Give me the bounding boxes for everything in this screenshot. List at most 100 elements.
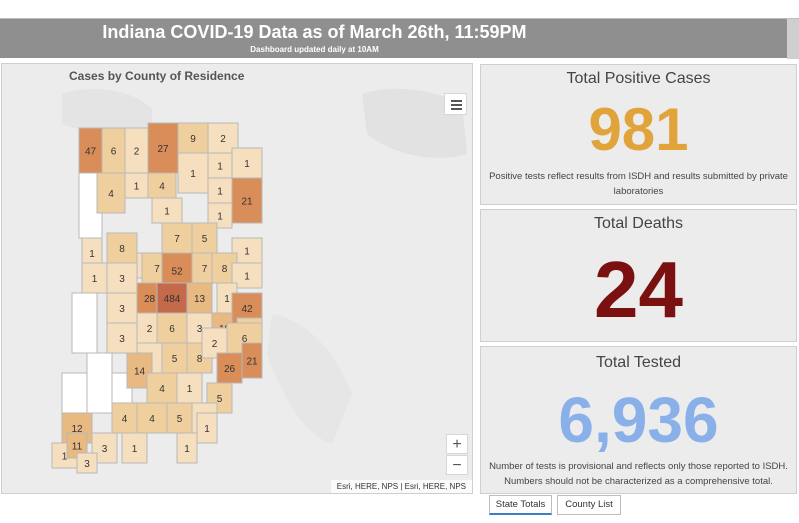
county-shape[interactable]	[147, 172, 177, 199]
county-case-count: 5	[177, 414, 183, 425]
county-case-count: 1	[134, 182, 140, 193]
county-case-count: 4	[122, 414, 128, 425]
county-case-count: 3	[119, 274, 125, 285]
county-case-count: 7	[174, 234, 180, 245]
county-case-count: 1	[224, 294, 230, 305]
county-shape[interactable]	[156, 312, 188, 344]
county-grid[interactable]: 4762279211411141211111827511375278128484…	[51, 122, 263, 474]
tab-state-totals[interactable]: State Totals	[489, 495, 552, 515]
county-shape[interactable]	[161, 222, 193, 254]
list-icon-line	[451, 108, 462, 110]
county-shape-no-data[interactable]	[86, 352, 113, 414]
county-case-count: 13	[194, 294, 206, 305]
county-case-count: 3	[84, 459, 90, 470]
county-case-count: 4	[159, 182, 165, 193]
county-case-count: 52	[171, 267, 183, 278]
list-icon	[451, 100, 462, 102]
map-title: Cases by County of Residence	[69, 69, 245, 83]
lake-michigan-shape	[62, 89, 152, 139]
county-shape[interactable]	[207, 122, 239, 154]
county-case-count: 9	[190, 134, 196, 145]
county-shape[interactable]	[136, 402, 168, 434]
county-shape[interactable]	[81, 262, 108, 294]
deaths-title: Total Deaths	[594, 215, 683, 232]
ohio-river-shape	[267, 314, 352, 444]
county-case-count: 2	[147, 324, 153, 335]
county-shape[interactable]	[176, 372, 203, 404]
indiana-county-map[interactable]: 4762279211411141211111827511375278128484…	[2, 64, 473, 494]
county-shape[interactable]	[151, 197, 183, 224]
county-shape[interactable]	[176, 432, 198, 464]
tested-note: Number of tests is provisional and refle…	[489, 461, 788, 487]
positive-value: 981	[588, 96, 689, 163]
county-case-count: 5	[172, 354, 178, 365]
county-case-count: 1	[217, 162, 223, 173]
county-shape[interactable]	[241, 342, 263, 379]
legend-toggle-button[interactable]	[444, 93, 467, 115]
county-shape-no-data[interactable]	[61, 372, 88, 414]
county-case-count: 1	[89, 249, 95, 260]
list-icon-line	[451, 104, 462, 106]
county-map-panel[interactable]: 4762279211411141211111827511375278128484…	[1, 63, 473, 494]
county-case-count: 1	[217, 212, 223, 223]
lake-erie-shape	[362, 88, 467, 158]
header-scroll-strip	[787, 19, 799, 59]
county-shape[interactable]	[216, 352, 243, 384]
positive-title: Total Positive Cases	[566, 70, 711, 87]
county-shape[interactable]	[196, 412, 218, 444]
county-shape[interactable]	[111, 402, 138, 434]
tested-title: Total Tested	[595, 354, 682, 371]
county-case-count: 14	[134, 367, 146, 378]
county-case-count: 8	[197, 354, 203, 365]
county-case-count: 484	[164, 294, 181, 305]
county-shape[interactable]	[96, 172, 126, 214]
county-shape[interactable]	[106, 232, 138, 264]
county-shape[interactable]	[231, 177, 263, 224]
county-case-count: 8	[222, 264, 228, 275]
county-case-count: 3	[197, 324, 203, 335]
county-shape[interactable]	[121, 432, 148, 464]
dashboard-subtitle: Dashboard updated daily at 10AM	[250, 45, 379, 54]
county-shape[interactable]	[106, 322, 138, 354]
county-case-count: 1	[187, 384, 193, 395]
county-case-count: 3	[119, 304, 125, 315]
county-shape[interactable]	[106, 292, 138, 324]
county-case-count: 2	[220, 134, 226, 145]
county-case-count: 1	[62, 452, 68, 463]
county-shape[interactable]	[106, 262, 138, 294]
total-deaths-card: Total Deaths 24	[480, 209, 797, 342]
county-case-count: 1	[244, 159, 250, 170]
zoom-in-button[interactable]: +	[446, 434, 468, 454]
county-case-count: 3	[119, 334, 125, 345]
county-case-count: 5	[202, 234, 208, 245]
county-shape[interactable]	[76, 452, 98, 474]
county-case-count: 1	[132, 444, 138, 455]
county-case-count: 6	[169, 324, 175, 335]
county-case-count: 42	[241, 304, 253, 315]
county-case-count: 2	[212, 339, 218, 350]
tab-county-list[interactable]: County List	[557, 495, 621, 515]
county-case-count: 11	[72, 442, 83, 453]
tested-value: 6,936	[558, 384, 719, 456]
dashboard-title: Indiana COVID-19 Data as of March 26th, …	[102, 22, 527, 42]
county-case-count: 5	[217, 394, 223, 405]
county-shape[interactable]	[191, 222, 218, 254]
county-shape-no-data[interactable]	[71, 292, 98, 354]
county-case-count: 1	[217, 187, 223, 198]
county-case-count: 2	[134, 147, 140, 158]
county-case-count: 1	[204, 424, 210, 435]
county-case-count: 21	[246, 357, 258, 368]
county-case-count: 8	[119, 244, 125, 255]
county-shape[interactable]	[231, 147, 263, 179]
county-case-count: 7	[202, 264, 208, 275]
county-shape[interactable]	[177, 152, 209, 194]
county-case-count: 4	[149, 414, 155, 425]
total-tested-card: Total Tested 6,936 Number of tests is pr…	[480, 346, 797, 494]
positive-note: Positive tests reflect results from ISDH…	[489, 171, 788, 197]
county-shape[interactable]	[126, 352, 153, 389]
county-case-count: 27	[157, 144, 169, 155]
county-case-count: 1	[184, 444, 190, 455]
zoom-out-button[interactable]: −	[446, 455, 468, 475]
county-case-count: 1	[164, 207, 170, 218]
county-case-count: 7	[154, 264, 160, 275]
